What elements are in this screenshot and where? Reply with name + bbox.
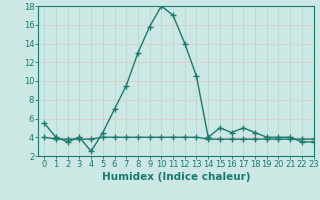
X-axis label: Humidex (Indice chaleur): Humidex (Indice chaleur) — [102, 172, 250, 182]
